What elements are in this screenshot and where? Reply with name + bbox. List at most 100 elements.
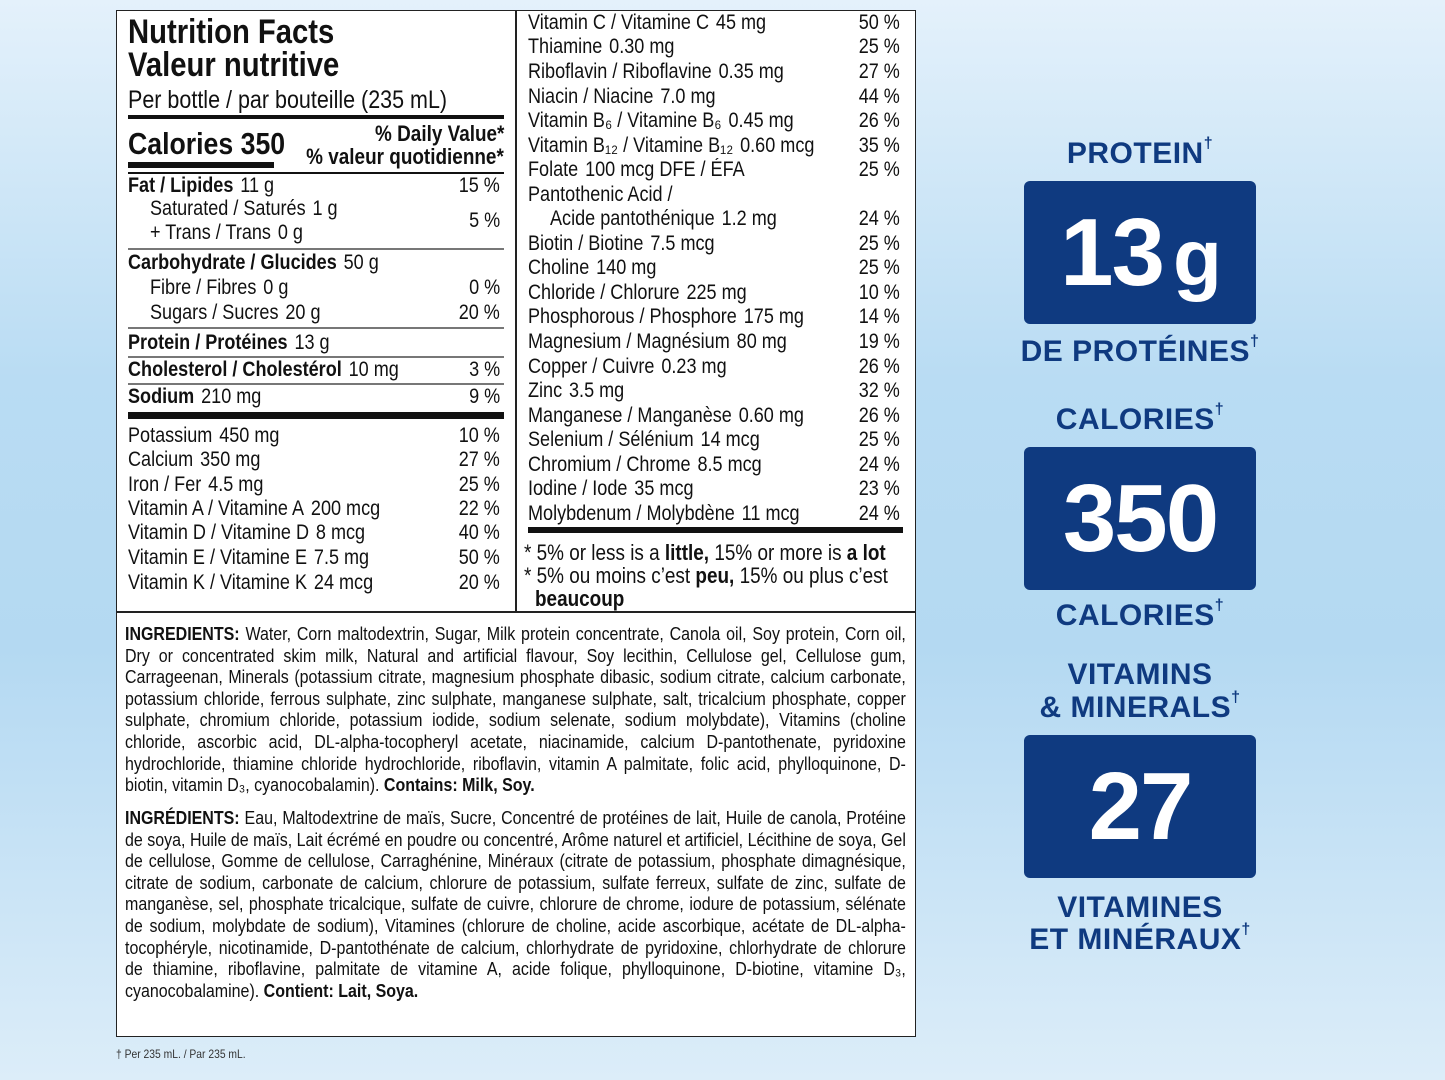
daily-value-row: 15 % bbox=[128, 174, 500, 198]
thick-rule bbox=[528, 527, 903, 533]
daily-value-percent: 20 % bbox=[458, 571, 500, 594]
footnote-fr: * 5% ou moins c’est peu, 15% ou plus c’e… bbox=[524, 563, 888, 588]
nutrient-amount: 3.5 mg bbox=[569, 379, 625, 402]
nutrient-name: Iron / Fer 4.5 mg bbox=[128, 473, 264, 496]
nutrient-name: Zinc 3.5 mg bbox=[528, 379, 625, 402]
nutrient-row: Manganese / Manganèse 0.60 mg bbox=[528, 404, 900, 428]
nutrient-name: Pantothenic Acid / bbox=[528, 183, 673, 206]
daily-value-row: 9 % bbox=[128, 385, 500, 409]
daily-value-percent: 44 % bbox=[858, 85, 900, 108]
daily-value-row: 24 % bbox=[528, 453, 900, 477]
ingredients-fr: INGRÉDIENTS: Eau, Maltodextrine de maïs,… bbox=[125, 807, 906, 1001]
daily-value-row: 26 % bbox=[528, 355, 900, 379]
daily-value-row: 25 % bbox=[528, 35, 900, 59]
nutrient-row: Fibre / Fibres 0 g bbox=[128, 276, 500, 300]
nutrient-name: Niacin / Niacine 7.0 mg bbox=[528, 85, 716, 108]
nutrient-row: Choline 140 mg bbox=[528, 256, 900, 280]
nutrient-name: Folate 100 mcg DFE / ÉFA bbox=[528, 158, 745, 181]
nutrient-name: Vitamin A / Vitamine A 200 mcg bbox=[128, 497, 381, 520]
nutrient-row: Vitamin A / Vitamine A 200 mcg bbox=[128, 497, 500, 521]
calories-heading: CALORIES† bbox=[1055, 401, 1225, 436]
daily-value-row: 32 % bbox=[528, 379, 900, 403]
nutrient-name: Choline 140 mg bbox=[528, 256, 657, 279]
nutrient-amount: 0.60 mg bbox=[738, 404, 804, 427]
daily-value-percent: 40 % bbox=[458, 521, 500, 544]
daily-value-row: 25 % bbox=[128, 473, 500, 497]
nutrient-row: Chromium / Chrome 8.5 mcg bbox=[528, 453, 900, 477]
nutrient-name: Copper / Cuivre 0.23 mg bbox=[528, 355, 727, 378]
nutrient-name: Molybdenum / Molybdène 11 mcg bbox=[528, 502, 800, 525]
nutrient-row: Molybdenum / Molybdène 11 mcg bbox=[528, 502, 900, 526]
nutrient-row: Folate 100 mcg DFE / ÉFA bbox=[528, 158, 900, 182]
nutrient-name: Phosphorous / Phosphore 175 mg bbox=[528, 305, 804, 328]
nutrient-name: Protein / Protéines 13 g bbox=[128, 331, 330, 354]
daily-value-percent: 50 % bbox=[458, 546, 500, 569]
nutrient-row: Biotin / Biotine 7.5 mcg bbox=[528, 232, 900, 256]
daily-value-percent: 25 % bbox=[858, 35, 900, 58]
nutrient-row: Sodium 210 mg bbox=[128, 385, 500, 409]
nutrient-row: Calcium 350 mg bbox=[128, 448, 500, 472]
nutrient-amount: 350 mg bbox=[200, 448, 261, 471]
column-divider bbox=[515, 10, 517, 612]
nutrient-name: Chromium / Chrome 8.5 mcg bbox=[528, 453, 762, 476]
nutrient-row: Thiamine 0.30 mg bbox=[528, 35, 900, 59]
daily-value-row: 10 % bbox=[128, 424, 500, 448]
vitamins-heading-fr-line1: VITAMINES bbox=[1057, 891, 1223, 924]
title-fr: Valeur nutritive bbox=[128, 46, 340, 84]
nutrient-name: Saturated / Saturés 1 g bbox=[150, 197, 338, 220]
nutrient-amount: 80 mg bbox=[736, 330, 787, 353]
calories-value-box: 350 bbox=[1024, 447, 1256, 590]
nutrient-name: Iodine / Iode 35 mcg bbox=[528, 477, 694, 500]
nutrient-amount: 7.5 mg bbox=[313, 546, 370, 569]
thick-rule bbox=[128, 412, 504, 419]
nutrient-name: Calcium 350 mg bbox=[128, 448, 261, 471]
daily-value-row: 10 % bbox=[528, 281, 900, 305]
nutrient-amount: 8 mcg bbox=[315, 521, 366, 544]
nutrient-amount: 4.5 mg bbox=[208, 473, 264, 496]
daily-value-percent: 25 % bbox=[458, 473, 500, 496]
nutrient-name: Fibre / Fibres 0 g bbox=[150, 276, 289, 299]
daily-value-row: 24 % bbox=[528, 207, 900, 231]
nutrient-amount: 0.23 mg bbox=[661, 355, 727, 378]
nutrient-amount: 0 g bbox=[277, 221, 303, 244]
daily-value-percent: 25 % bbox=[858, 428, 900, 451]
daily-value-percent: 14 % bbox=[858, 305, 900, 328]
nutrient-row: Vitamin E / Vitamine E 7.5 mg bbox=[128, 546, 500, 570]
daily-value-percent: 3 % bbox=[468, 358, 500, 381]
daily-value-percent: 10 % bbox=[458, 424, 500, 447]
nutrient-amount: 13 g bbox=[294, 331, 330, 354]
daily-value-row: 26 % bbox=[528, 404, 900, 428]
footnote-fr-cont: beaucoup bbox=[535, 586, 625, 611]
nutrient-name: Vitamin C / Vitamine C 45 mg bbox=[528, 11, 767, 34]
protein-heading-fr: DE PROTÉINES† bbox=[1020, 333, 1260, 368]
nutrient-amount: 0.45 mg bbox=[728, 109, 794, 132]
serving-size: Per bottle / par bouteille (235 mL) bbox=[128, 86, 448, 114]
vitamins-heading-line2: & MINERALS† bbox=[1039, 689, 1241, 724]
daily-value-percent: 32 % bbox=[858, 379, 900, 402]
nutrient-name: Manganese / Manganèse 0.60 mg bbox=[528, 404, 804, 427]
daily-value-row: 27 % bbox=[528, 60, 900, 84]
daily-value-row: 5 % bbox=[128, 209, 500, 233]
nutrient-amount: 7.0 mg bbox=[660, 85, 716, 108]
daily-value-percent: 0 % bbox=[468, 276, 500, 299]
calories-bar bbox=[128, 162, 274, 168]
vitamins-value-box: 27 bbox=[1024, 735, 1256, 878]
nutrient-amount: 11 g bbox=[240, 174, 275, 197]
daily-value-percent: 24 % bbox=[858, 453, 900, 476]
nutrient-name: Fat / Lipides 11 g bbox=[128, 174, 275, 197]
daily-value-row: 50 % bbox=[528, 11, 900, 35]
daily-value-percent: 10 % bbox=[858, 281, 900, 304]
daily-value-row: 35 % bbox=[528, 134, 900, 158]
protein-value-box: 13 g bbox=[1024, 181, 1256, 324]
daily-value-percent: 27 % bbox=[458, 448, 500, 471]
nutrient-name: Sodium 210 mg bbox=[128, 385, 262, 408]
daily-value-percent: 25 % bbox=[858, 158, 900, 181]
daily-value-row: 20 % bbox=[128, 571, 500, 595]
nutrient-row: Iodine / Iode 35 mcg bbox=[528, 477, 900, 501]
footnote-en: * 5% or less is a little, 15% or more is… bbox=[524, 540, 886, 565]
nutrient-amount: 1 g bbox=[312, 197, 338, 220]
thin-rule bbox=[128, 327, 504, 329]
daily-value-row: 25 % bbox=[528, 428, 900, 452]
